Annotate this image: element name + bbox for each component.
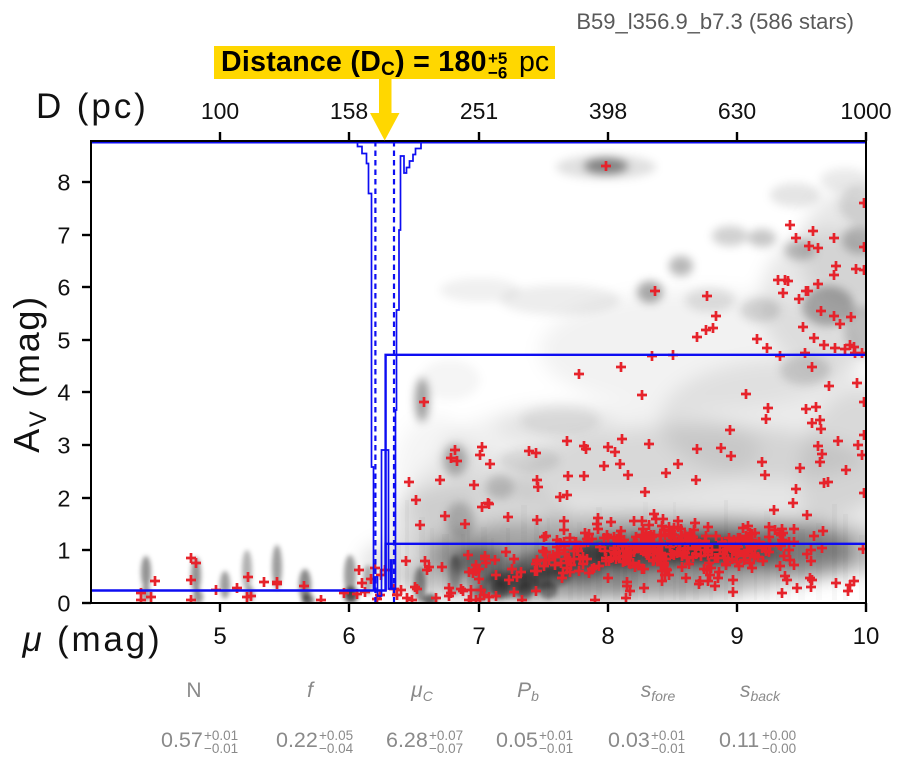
svg-text:0.22: 0.22 — [276, 728, 318, 752]
svg-text:Pb: Pb — [517, 679, 539, 704]
svg-text:398: 398 — [589, 98, 627, 124]
svg-text:6: 6 — [57, 275, 70, 301]
svg-text:+5: +5 — [488, 49, 507, 68]
svg-text:−0.04: −0.04 — [319, 741, 354, 756]
svg-text:Distance (DC) = 180: Distance (DC) = 180 — [221, 46, 487, 80]
svg-text:D (pc): D (pc) — [36, 87, 149, 126]
svg-text:6: 6 — [342, 623, 355, 650]
svg-text:1: 1 — [57, 538, 70, 564]
svg-text:630: 630 — [718, 98, 756, 124]
svg-text:5: 5 — [57, 328, 70, 354]
svg-text:sback: sback — [740, 679, 781, 704]
svg-text:−0.01: −0.01 — [204, 741, 238, 756]
svg-text:−0.00: −0.00 — [762, 741, 796, 756]
svg-text:4: 4 — [57, 380, 70, 406]
svg-text:0: 0 — [57, 591, 70, 617]
svg-text:+0.00: +0.00 — [762, 728, 796, 743]
svg-text:3: 3 — [57, 433, 70, 459]
svg-text:f: f — [307, 679, 315, 702]
svg-text:+0.01: +0.01 — [651, 728, 685, 743]
svg-text:7: 7 — [472, 623, 485, 650]
svg-text:8: 8 — [601, 623, 614, 650]
svg-text:6.28: 6.28 — [386, 728, 428, 752]
svg-text:0.57: 0.57 — [161, 728, 203, 752]
svg-text:−6: −6 — [488, 64, 507, 83]
svg-text:0.05: 0.05 — [496, 728, 538, 752]
svg-text:+0.05: +0.05 — [319, 728, 353, 743]
svg-text:B59_l356.9_b7.3 (586 stars): B59_l356.9_b7.3 (586 stars) — [576, 9, 854, 34]
svg-text:μC: μC — [410, 679, 434, 704]
svg-text:+0.01: +0.01 — [204, 728, 238, 743]
svg-text:5: 5 — [213, 623, 226, 650]
svg-text:μ (mag): μ (mag) — [22, 620, 163, 659]
svg-text:100: 100 — [201, 98, 239, 124]
svg-text:AV (mag): AV (mag) — [6, 295, 52, 453]
svg-text:0.11: 0.11 — [719, 728, 759, 752]
svg-text:2: 2 — [57, 486, 70, 512]
svg-text:−0.07: −0.07 — [429, 741, 463, 756]
svg-text:+0.07: +0.07 — [429, 728, 463, 743]
svg-text:7: 7 — [57, 223, 70, 249]
svg-text:−0.01: −0.01 — [651, 741, 685, 756]
svg-text:0.03: 0.03 — [608, 728, 650, 752]
svg-text:251: 251 — [460, 98, 498, 124]
svg-text:sfore: sfore — [641, 679, 676, 704]
svg-text:N: N — [186, 679, 201, 702]
svg-text:8: 8 — [57, 170, 70, 196]
svg-text:10: 10 — [853, 623, 880, 650]
svg-text:−0.01: −0.01 — [539, 741, 573, 756]
svg-text:+0.01: +0.01 — [539, 728, 573, 743]
svg-text:9: 9 — [730, 623, 743, 650]
svg-text:pc: pc — [519, 46, 549, 78]
svg-text:158: 158 — [330, 98, 368, 124]
svg-text:1000: 1000 — [840, 98, 891, 124]
